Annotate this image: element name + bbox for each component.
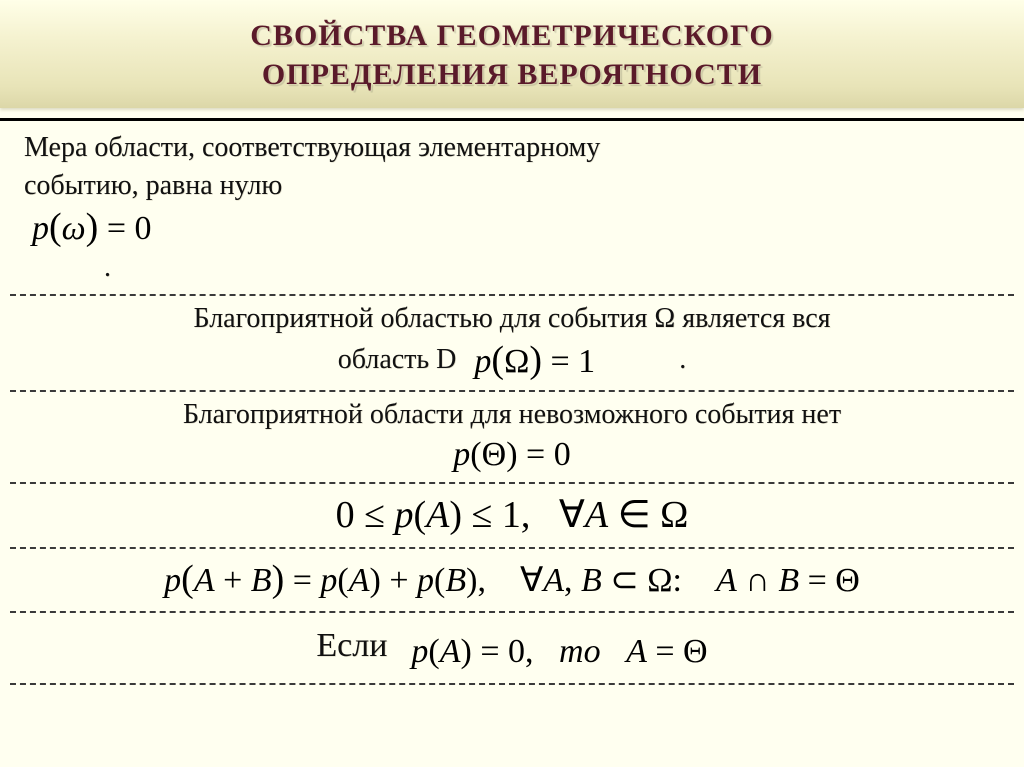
row-3: Благоприятной области для невозможного с… (0, 394, 1024, 478)
row1-text-b: событию, равна нулю (24, 167, 1000, 205)
row2-dot: . (599, 344, 686, 375)
row1-text-a: Мера области, соответствующая элементарн… (24, 129, 1000, 167)
dash-5 (10, 611, 1014, 613)
row2-text-a: Благоприятной областью для события Ω явл… (24, 300, 1000, 338)
row-2: Благоприятной областью для события Ω явл… (0, 298, 1024, 386)
row6-text-a: Если (316, 627, 387, 664)
divider-solid (0, 118, 1024, 121)
row-5: p(A + B) = p(A) + p(B), ∀A, B ⊂ Ω: A ∩ B… (0, 551, 1024, 607)
title-bar: СВОЙСТВА ГЕОМЕТРИЧЕСКОГО ОПРЕДЕЛЕНИЯ ВЕР… (0, 0, 1024, 108)
title-line-1: СВОЙСТВА ГЕОМЕТРИЧЕСКОГО (12, 16, 1012, 55)
dash-1 (10, 294, 1014, 296)
row-6: Если p(A) = 0, то A = Θ (0, 615, 1024, 679)
row-1: Мера области, соответствующая элементарн… (0, 127, 1024, 290)
row1-dot: . (24, 249, 1000, 287)
slide: СВОЙСТВА ГЕОМЕТРИЧЕСКОГО ОПРЕДЕЛЕНИЯ ВЕР… (0, 0, 1024, 767)
title-line-2: ОПРЕДЕЛЕНИЯ ВЕРОЯТНОСТИ (12, 55, 1012, 94)
row3-text-a: Благоприятной области для невозможного с… (24, 396, 1000, 434)
row1-formula: p(ω) = 0 (32, 205, 152, 249)
row-4: 0 ≤ p(A) ≤ 1, ∀A ∈ Ω (0, 486, 1024, 543)
row5-formula: p(A + B) = p(A) + p(B), ∀A, B ⊂ Ω: A ∩ B… (164, 557, 860, 601)
dash-6 (10, 683, 1014, 685)
dash-3 (10, 482, 1014, 484)
row2-formula: p(Ω) = 1 (474, 338, 595, 382)
row4-formula: 0 ≤ p(A) ≤ 1, ∀A ∈ Ω (336, 492, 689, 537)
row3-formula: p(Θ) = 0 (24, 436, 1000, 474)
dash-4 (10, 547, 1014, 549)
row2-text-b: область D (338, 344, 457, 375)
dash-2 (10, 390, 1014, 392)
row6-formula: p(A) = 0, то A = Θ (411, 633, 707, 671)
